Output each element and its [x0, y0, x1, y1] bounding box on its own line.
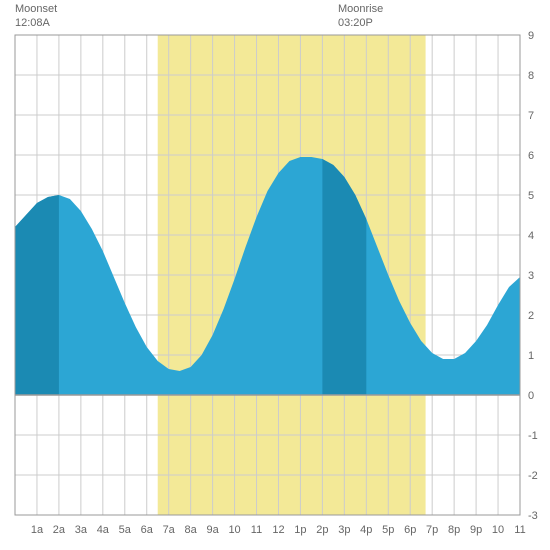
x-tick-label: 8a: [185, 524, 198, 536]
x-tick-label: 3a: [75, 524, 88, 536]
x-tick-label: 7p: [426, 524, 438, 536]
y-tick-label: 2: [528, 310, 534, 322]
y-tick-label: 0: [528, 390, 534, 402]
x-tick-label: 5p: [382, 524, 394, 536]
y-tick-label: -3: [528, 510, 538, 522]
y-tick-label: -1: [528, 430, 538, 442]
x-tick-label: 11: [251, 524, 262, 536]
moonrise-time: 03:20P: [338, 16, 383, 30]
x-tick-label: 9a: [206, 524, 219, 536]
y-tick-label: 5: [528, 190, 534, 202]
x-tick-label: 4a: [97, 524, 110, 536]
x-tick-label: 11: [514, 524, 525, 536]
y-tick-label: -2: [528, 470, 538, 482]
x-tick-label: 5a: [119, 524, 132, 536]
x-tick-label: 6p: [404, 524, 416, 536]
x-tick-label: 6a: [141, 524, 154, 536]
x-tick-label: 9p: [470, 524, 482, 536]
moonset-block: Moonset 12:08A: [15, 2, 57, 31]
moonrise-label: Moonrise: [338, 2, 383, 16]
x-tick-label: 2a: [53, 524, 66, 536]
y-tick-label: 7: [528, 110, 534, 122]
x-tick-label: 3p: [338, 524, 350, 536]
moonrise-block: Moonrise 03:20P: [338, 2, 383, 31]
x-tick-label: 2p: [316, 524, 328, 536]
x-tick-label: 10: [228, 524, 240, 536]
x-tick-label: 12: [272, 524, 284, 536]
y-tick-label: 6: [528, 150, 534, 162]
x-tick-label: 4p: [360, 524, 372, 536]
x-tick-label: 7a: [163, 524, 176, 536]
y-tick-label: 1: [528, 350, 534, 362]
y-tick-label: 3: [528, 270, 534, 282]
tide-chart-svg: -3-2-101234567891a2a3a4a5a6a7a8a9a101112…: [0, 0, 550, 550]
tide-chart-container: Moonset 12:08A Moonrise 03:20P -3-2-1012…: [0, 0, 550, 550]
moonset-time: 12:08A: [15, 16, 57, 30]
moonset-label: Moonset: [15, 2, 57, 16]
y-tick-label: 8: [528, 70, 534, 82]
x-tick-label: 8p: [448, 524, 460, 536]
x-tick-label: 10: [492, 524, 504, 536]
y-tick-label: 9: [528, 30, 534, 42]
y-tick-label: 4: [528, 230, 534, 242]
x-tick-label: 1p: [294, 524, 306, 536]
x-tick-label: 1a: [31, 524, 44, 536]
